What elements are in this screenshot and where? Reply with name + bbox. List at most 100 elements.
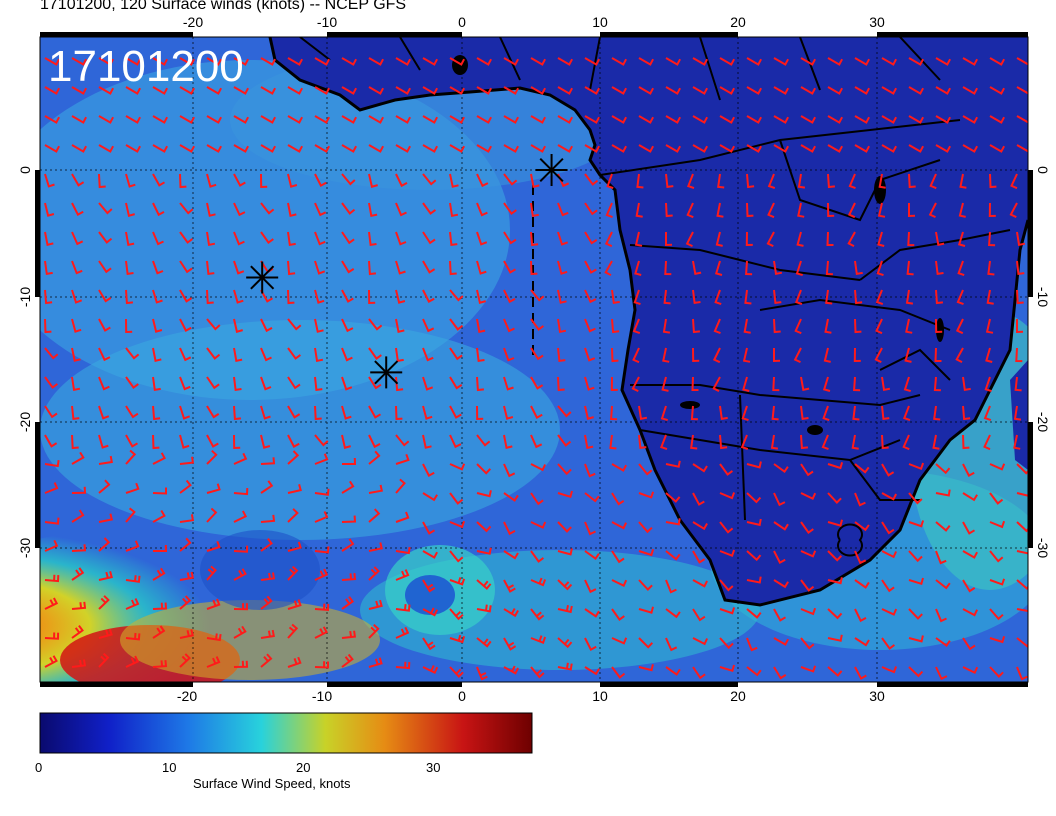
wind-barb <box>606 173 614 190</box>
wind-barb <box>314 376 323 392</box>
wind-barb <box>98 434 109 449</box>
wind-barb <box>962 608 979 617</box>
wind-barb <box>584 376 595 391</box>
wind-barb <box>935 579 951 590</box>
wind-barb <box>800 434 808 450</box>
wind-barb <box>503 173 518 186</box>
wind-barb <box>692 579 708 588</box>
wind-barb <box>962 376 971 392</box>
wind-barb <box>746 57 762 66</box>
wind-barb <box>800 144 816 153</box>
wind-barb <box>935 608 947 623</box>
wind-barb <box>368 144 384 153</box>
wind-barb <box>800 463 814 477</box>
wind-barb <box>152 376 161 392</box>
wind-barb <box>206 289 214 305</box>
wind-barb <box>1016 231 1026 246</box>
wind-barb <box>449 260 457 276</box>
wind-barb <box>179 202 194 215</box>
wind-barb <box>449 173 459 188</box>
wind-barb <box>719 492 736 500</box>
wind-barb <box>233 231 245 246</box>
wind-barb <box>422 260 436 274</box>
wind-barb <box>98 376 110 391</box>
wind-barb <box>557 289 567 304</box>
wind-barb <box>260 405 271 420</box>
wind-barb <box>287 86 303 95</box>
wind-barb <box>125 115 141 124</box>
wind-barb <box>98 479 111 494</box>
wind-barb <box>44 231 54 247</box>
wind-barb <box>233 289 244 304</box>
wind-barb <box>822 405 830 422</box>
map-frame <box>39 36 1029 683</box>
wind-barb <box>287 541 302 552</box>
wind-barb <box>422 492 438 502</box>
wind-barb <box>287 450 300 465</box>
wind-barb <box>125 144 141 153</box>
wind-barb <box>935 489 951 497</box>
wind-barb <box>260 289 274 303</box>
wind-barb <box>314 661 329 669</box>
wind-barb <box>908 115 924 124</box>
wind-barb <box>881 115 897 124</box>
wind-barb <box>605 202 613 219</box>
wind-barb <box>260 144 276 153</box>
wind-barb <box>260 231 274 245</box>
wind-barb <box>847 231 856 247</box>
wind-barb <box>125 632 141 641</box>
lat-tick-right-3: -20 <box>1035 412 1051 432</box>
wind-barb <box>476 405 484 421</box>
wind-barb <box>44 376 58 389</box>
wind-barb <box>503 144 519 153</box>
wind-barb <box>314 260 326 275</box>
wind-barb <box>795 260 803 277</box>
wind-barb <box>692 637 709 646</box>
coastline <box>268 37 1028 607</box>
wind-barb <box>877 231 885 247</box>
wind-barb <box>557 662 573 671</box>
wind-barb <box>179 57 195 66</box>
wind-barb <box>98 115 114 124</box>
wind-barb <box>71 173 85 187</box>
wind-barb <box>179 571 194 581</box>
wind-barb <box>854 608 867 623</box>
wind-barb <box>638 434 647 450</box>
wind-barb <box>1013 434 1021 450</box>
wind-barb <box>395 231 407 246</box>
wind-barb <box>449 376 463 390</box>
wind-barb <box>287 508 299 523</box>
wind-barb <box>935 57 951 66</box>
wind-barb <box>933 376 941 392</box>
wind-barb <box>530 115 546 124</box>
wind-barb <box>985 347 993 363</box>
wind-barb <box>853 376 861 392</box>
wind-barb <box>125 575 141 583</box>
wind-barb <box>851 434 859 450</box>
wind-barb <box>800 115 816 124</box>
wind-barb <box>665 579 677 594</box>
wind-barb <box>152 452 166 465</box>
wind-barb <box>530 173 540 189</box>
wind-barb <box>368 484 383 494</box>
wind-barb <box>368 405 382 419</box>
wind-barb <box>530 86 546 95</box>
wind-barb <box>476 637 492 648</box>
wind-barb <box>665 460 681 468</box>
wind-barb <box>152 509 166 523</box>
wind-barb <box>908 550 923 563</box>
wind-barb <box>233 452 248 465</box>
wind-barb <box>908 520 925 528</box>
wind-barb <box>287 656 302 668</box>
wind-barb <box>962 57 978 66</box>
wind-barb <box>744 289 752 305</box>
wind-barb <box>179 376 191 391</box>
wind-barb <box>685 231 694 248</box>
wind-barb <box>692 260 702 275</box>
wind-barb <box>476 144 492 153</box>
wind-barb <box>476 57 492 66</box>
wind-barb <box>665 232 673 247</box>
wind-barb <box>530 577 547 587</box>
wind-barb <box>935 115 951 124</box>
wind-barb <box>341 573 357 581</box>
